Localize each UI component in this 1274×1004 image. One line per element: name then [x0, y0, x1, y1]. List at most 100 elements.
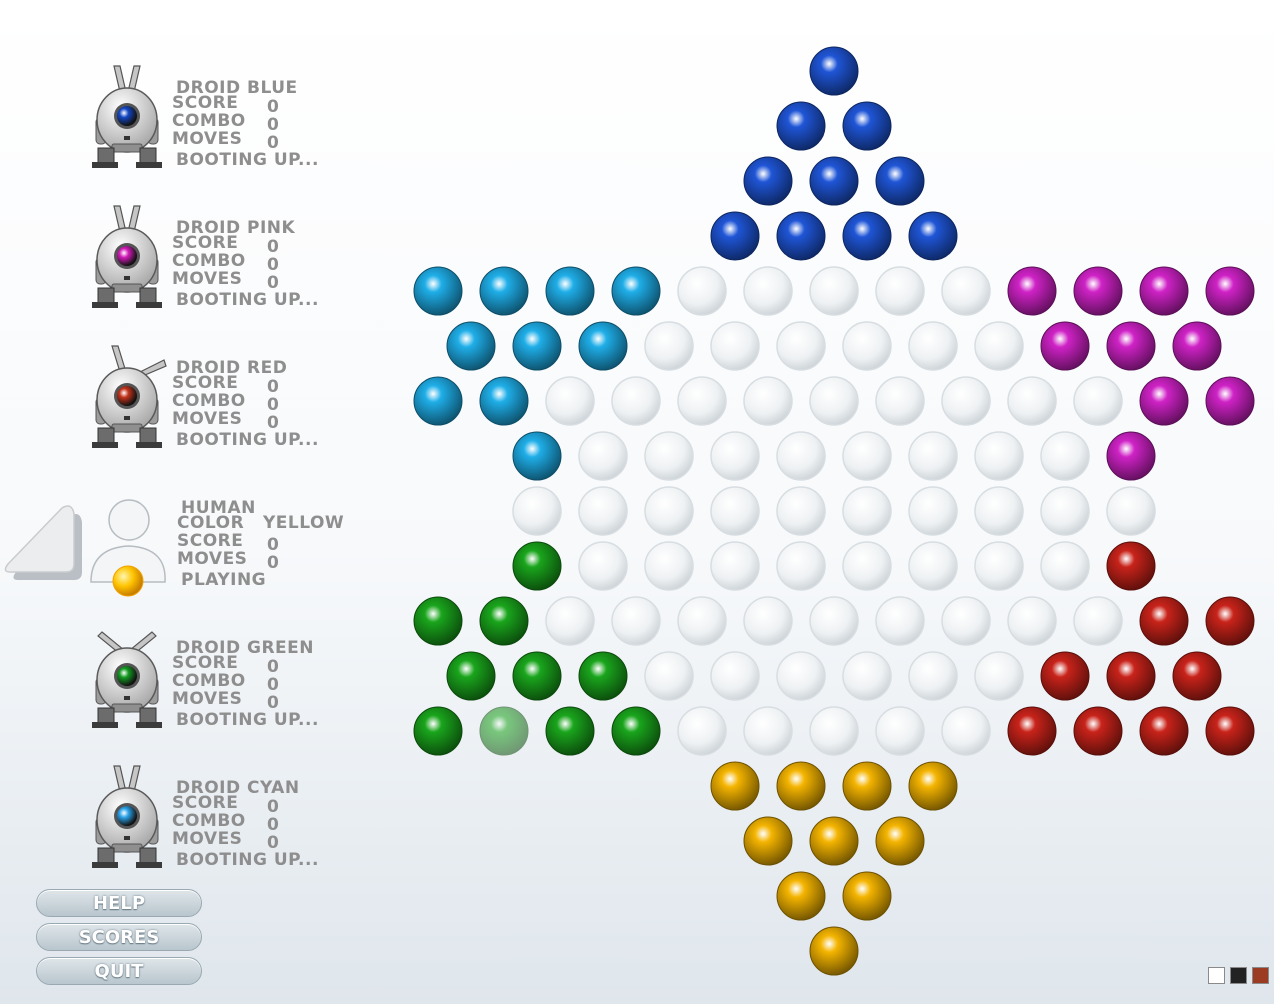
empty-hole[interactable] [710, 541, 760, 591]
marble-blue[interactable] [809, 46, 859, 96]
empty-hole[interactable] [776, 651, 826, 701]
empty-hole[interactable] [512, 486, 562, 536]
empty-hole[interactable] [908, 431, 958, 481]
marble-pink[interactable] [1139, 376, 1189, 426]
marble-pink[interactable] [1073, 266, 1123, 316]
empty-hole[interactable] [974, 541, 1024, 591]
marble-pink[interactable] [1040, 321, 1090, 371]
marble-pink[interactable] [1106, 321, 1156, 371]
marble-green[interactable] [479, 706, 529, 756]
empty-hole[interactable] [677, 596, 727, 646]
marble-yellow[interactable] [710, 761, 760, 811]
empty-hole[interactable] [677, 706, 727, 756]
marble-pink[interactable] [1172, 321, 1222, 371]
marble-cyan[interactable] [479, 266, 529, 316]
empty-hole[interactable] [842, 321, 892, 371]
empty-hole[interactable] [677, 266, 727, 316]
empty-hole[interactable] [710, 486, 760, 536]
marble-cyan[interactable] [512, 431, 562, 481]
marble-red[interactable] [1139, 596, 1189, 646]
empty-hole[interactable] [578, 486, 628, 536]
theme-swatch-brown[interactable] [1252, 967, 1269, 984]
empty-hole[interactable] [1040, 541, 1090, 591]
empty-hole[interactable] [776, 431, 826, 481]
marble-red[interactable] [1139, 706, 1189, 756]
marble-green[interactable] [446, 651, 496, 701]
marble-cyan[interactable] [611, 266, 661, 316]
empty-hole[interactable] [842, 486, 892, 536]
marble-red[interactable] [1106, 541, 1156, 591]
marble-yellow[interactable] [842, 871, 892, 921]
marble-green[interactable] [512, 541, 562, 591]
marble-yellow[interactable] [809, 816, 859, 866]
empty-hole[interactable] [1073, 596, 1123, 646]
empty-hole[interactable] [1106, 486, 1156, 536]
empty-hole[interactable] [710, 651, 760, 701]
empty-hole[interactable] [710, 431, 760, 481]
empty-hole[interactable] [1073, 376, 1123, 426]
marble-cyan[interactable] [545, 266, 595, 316]
marble-pink[interactable] [1007, 266, 1057, 316]
empty-hole[interactable] [842, 541, 892, 591]
marble-red[interactable] [1040, 651, 1090, 701]
empty-hole[interactable] [974, 431, 1024, 481]
marble-blue[interactable] [776, 211, 826, 261]
empty-hole[interactable] [842, 651, 892, 701]
empty-hole[interactable] [908, 541, 958, 591]
empty-hole[interactable] [842, 431, 892, 481]
marble-green[interactable] [479, 596, 529, 646]
empty-hole[interactable] [743, 596, 793, 646]
marble-green[interactable] [578, 651, 628, 701]
marble-blue[interactable] [842, 211, 892, 261]
help-button[interactable]: HELP [36, 889, 202, 917]
empty-hole[interactable] [578, 541, 628, 591]
empty-hole[interactable] [545, 376, 595, 426]
empty-hole[interactable] [1040, 486, 1090, 536]
empty-hole[interactable] [941, 596, 991, 646]
marble-blue[interactable] [743, 156, 793, 206]
empty-hole[interactable] [908, 321, 958, 371]
marble-yellow[interactable] [842, 761, 892, 811]
marble-red[interactable] [1106, 651, 1156, 701]
empty-hole[interactable] [677, 376, 727, 426]
marble-pink[interactable] [1205, 266, 1255, 316]
empty-hole[interactable] [1007, 376, 1057, 426]
empty-hole[interactable] [611, 376, 661, 426]
empty-hole[interactable] [545, 596, 595, 646]
empty-hole[interactable] [644, 321, 694, 371]
marble-blue[interactable] [776, 101, 826, 151]
marble-red[interactable] [1172, 651, 1222, 701]
empty-hole[interactable] [941, 266, 991, 316]
marble-red[interactable] [1073, 706, 1123, 756]
empty-hole[interactable] [1007, 596, 1057, 646]
marble-blue[interactable] [908, 211, 958, 261]
marble-yellow[interactable] [776, 871, 826, 921]
marble-cyan[interactable] [578, 321, 628, 371]
marble-blue[interactable] [809, 156, 859, 206]
marble-cyan[interactable] [446, 321, 496, 371]
empty-hole[interactable] [644, 431, 694, 481]
empty-hole[interactable] [743, 376, 793, 426]
marble-pink[interactable] [1106, 431, 1156, 481]
quit-button[interactable]: QUIT [36, 957, 202, 985]
empty-hole[interactable] [743, 266, 793, 316]
empty-hole[interactable] [809, 376, 859, 426]
empty-hole[interactable] [710, 321, 760, 371]
empty-hole[interactable] [941, 706, 991, 756]
empty-hole[interactable] [875, 706, 925, 756]
empty-hole[interactable] [611, 596, 661, 646]
empty-hole[interactable] [644, 486, 694, 536]
empty-hole[interactable] [875, 596, 925, 646]
marble-cyan[interactable] [413, 376, 463, 426]
empty-hole[interactable] [908, 651, 958, 701]
marble-blue[interactable] [710, 211, 760, 261]
marble-green[interactable] [512, 651, 562, 701]
marble-cyan[interactable] [479, 376, 529, 426]
marble-green[interactable] [611, 706, 661, 756]
empty-hole[interactable] [974, 321, 1024, 371]
theme-swatch-black[interactable] [1230, 967, 1247, 984]
empty-hole[interactable] [974, 651, 1024, 701]
empty-hole[interactable] [809, 706, 859, 756]
marble-red[interactable] [1205, 706, 1255, 756]
marble-cyan[interactable] [413, 266, 463, 316]
